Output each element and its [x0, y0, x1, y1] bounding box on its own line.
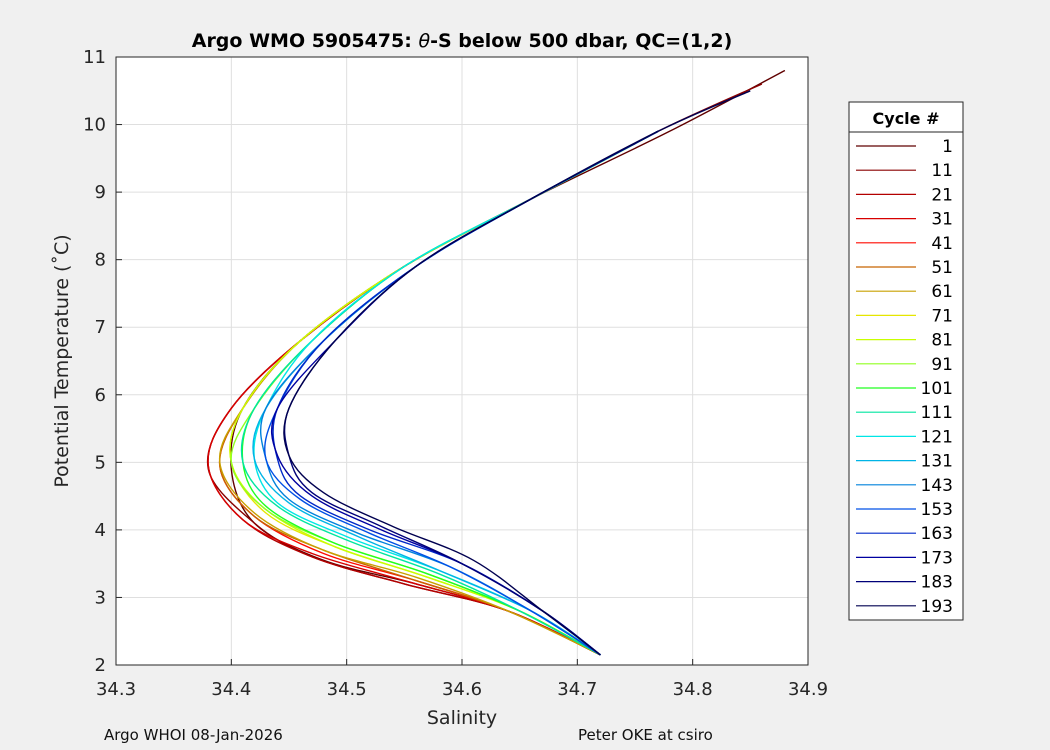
y-tick-label: 10 [83, 115, 106, 136]
legend-label: 121 [921, 427, 953, 447]
legend-label: 51 [931, 258, 953, 278]
legend-label: 163 [921, 524, 953, 544]
x-axis-label: Salinity [427, 707, 497, 729]
series-line-cycle-193 [283, 90, 751, 656]
legend-label: 81 [931, 331, 953, 351]
y-tick-label: 7 [95, 317, 106, 338]
x-tick-label: 34.9 [788, 679, 828, 700]
series-lines [206, 69, 786, 656]
footer-source: Argo WHOI 08-Jan-2026 [104, 726, 283, 744]
x-tick-label: 34.6 [442, 679, 482, 700]
legend-label: 71 [931, 306, 953, 326]
legend-label: 153 [921, 500, 953, 520]
y-tick-label: 9 [95, 182, 106, 203]
legend-title: Cycle # [873, 109, 940, 128]
legend-label: 111 [921, 403, 953, 423]
y-tick-label: 2 [95, 655, 106, 676]
footer-author: Peter OKE at csiro [578, 726, 713, 744]
x-tick-label: 34.5 [327, 679, 367, 700]
legend-label: 173 [921, 548, 953, 568]
legend-label: 41 [931, 234, 953, 254]
legend-label: 21 [931, 185, 953, 205]
y-tick-label: 4 [95, 520, 106, 541]
legend-label: 131 [921, 452, 953, 472]
y-tick-label: 11 [83, 47, 106, 68]
axes: 34.3 34.4 34.5 34.6 34.7 34.8 34.9 2 3 4 5 6 7 8 9 10 11 [83, 47, 828, 700]
legend-label: 183 [921, 573, 953, 593]
legend-label: 61 [931, 282, 953, 302]
x-tick-label: 34.4 [211, 679, 251, 700]
x-tick-label: 34.3 [96, 679, 136, 700]
legend-label: 11 [931, 161, 953, 181]
legend-items: 1112131415161718191101111121131143153163… [856, 137, 953, 617]
legend-label: 143 [921, 476, 953, 496]
y-tick-label: 6 [95, 385, 106, 406]
y-tick-label: 8 [95, 250, 106, 271]
legend-label: 31 [931, 210, 953, 230]
legend: Cycle # 11121314151617181911011111211311… [848, 101, 964, 621]
legend-label: 101 [921, 379, 953, 399]
chart-title: Argo WMO 5905475: θ-S below 500 dbar, QC… [192, 30, 733, 52]
y-axis-label: Potential Temperature (˚C) [51, 234, 73, 487]
legend-label: 1 [942, 137, 953, 157]
y-tick-label: 5 [95, 452, 106, 473]
legend-label: 193 [921, 597, 953, 617]
x-tick-label: 34.7 [557, 679, 597, 700]
x-tick-label: 34.8 [673, 679, 713, 700]
legend-label: 91 [931, 355, 953, 375]
y-tick-label: 3 [95, 587, 106, 608]
